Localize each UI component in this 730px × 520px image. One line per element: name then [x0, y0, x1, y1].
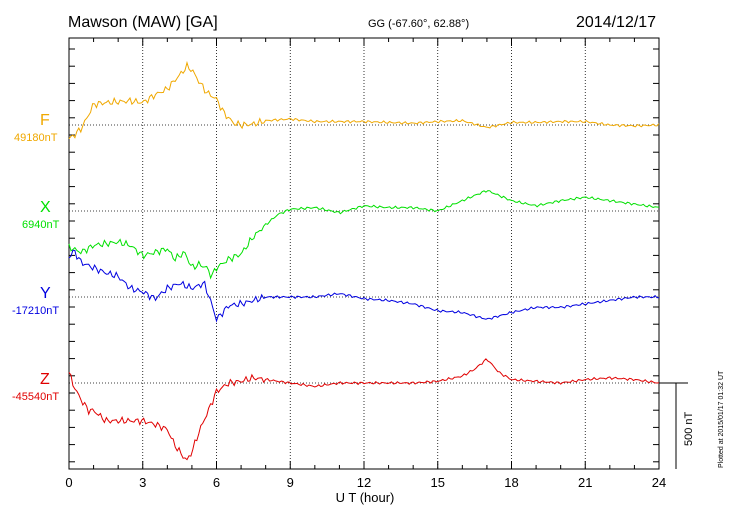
series-line-z — [68, 358, 660, 461]
series-line-x — [68, 190, 660, 280]
x-tick-label: 6 — [213, 475, 220, 490]
x-tick-label: 21 — [578, 475, 592, 490]
x-tick-label: 12 — [357, 475, 371, 490]
series-label-f: F — [40, 112, 50, 129]
x-tick-label: 24 — [652, 475, 666, 490]
baseline-gridlines — [69, 124, 659, 384]
x-tick-label: 3 — [139, 475, 146, 490]
plotted-timestamp: Plotted at 2015/01/17 01:32 UT — [718, 370, 725, 468]
vertical-gridlines — [142, 38, 586, 469]
series-line-y — [68, 249, 660, 323]
station-title: Mawson (MAW) [GA] — [68, 14, 218, 31]
series-label-z: Z — [40, 371, 50, 388]
baseline-label-f: 49180nT — [14, 132, 58, 144]
scale-bar-label: 500 nT — [683, 411, 695, 446]
baseline-label-z: -45540nT — [12, 391, 59, 403]
series-label-y: Y — [40, 285, 51, 302]
series-line-f — [68, 60, 660, 140]
x-tick-label: 9 — [287, 475, 294, 490]
station-coords: GG (-67.60°, 62.88°) — [368, 18, 469, 30]
x-tick-label: 15 — [431, 475, 445, 490]
series-label-x: X — [40, 199, 51, 216]
plot-date: 2014/12/17 — [576, 14, 656, 31]
baseline-label-x: 6940nT — [22, 219, 60, 231]
baseline-label-y: -17210nT — [12, 305, 59, 317]
x-tick-label: 18 — [504, 475, 518, 490]
x-tick-label: 0 — [65, 475, 72, 490]
x-ticks: 0 3 6 9 12 15 18 21 24 — [65, 38, 666, 490]
y-minor-ticks — [69, 48, 659, 463]
x-axis-label: U T (hour) — [336, 490, 395, 505]
series-lines — [68, 60, 660, 461]
